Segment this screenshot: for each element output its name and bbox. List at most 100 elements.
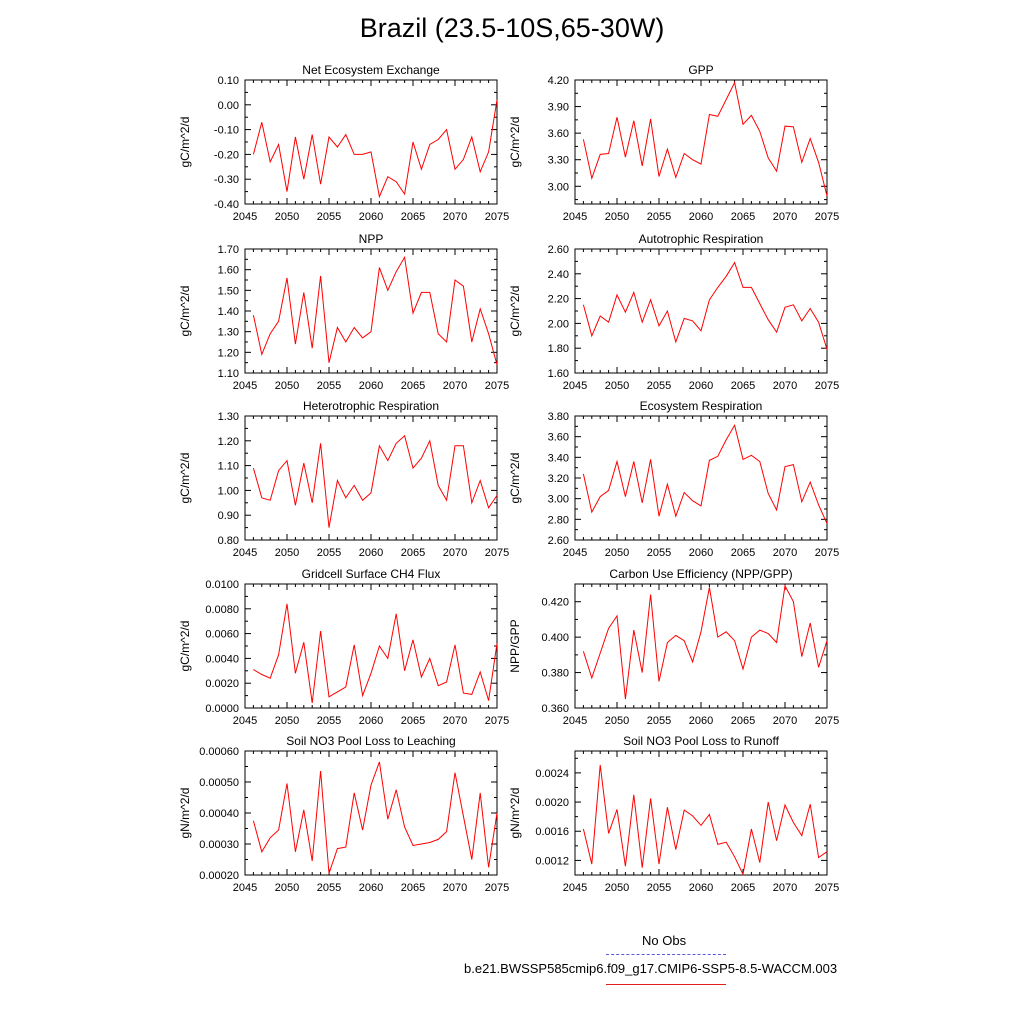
x-tick-label: 2045 [563, 211, 587, 223]
series-line [252, 761, 498, 874]
series-line [582, 81, 828, 197]
series-line [252, 99, 498, 199]
x-tick-label: 2075 [815, 211, 839, 223]
y-tick-label: 1.30 [218, 327, 239, 339]
y-tick-label: 1.00 [218, 485, 239, 497]
x-tick-label: 2075 [485, 547, 509, 559]
y-axis-label: gC/m^2/d [178, 286, 192, 337]
x-tick-label: 2070 [773, 380, 797, 392]
x-tick-label: 2050 [275, 547, 299, 559]
x-tick-label: 2045 [563, 715, 587, 727]
series-line [252, 255, 498, 365]
y-tick-label: 3.90 [548, 102, 569, 114]
x-tick-label: 2065 [731, 715, 755, 727]
y-tick-label: 0.0040 [205, 653, 239, 665]
panel-title: Ecosystem Respiration [640, 399, 763, 413]
x-tick-label: 2045 [563, 882, 587, 894]
y-tick-label: 0.0060 [205, 629, 239, 641]
y-tick-label: -0.10 [214, 125, 239, 137]
y-tick-label: 1.10 [218, 461, 239, 473]
chart-panel-10: Soil NO3 Pool Loss to Runoff gN/m^2/d 2045… [508, 734, 839, 894]
x-tick-label: 2045 [563, 547, 587, 559]
x-tick-label: 2055 [317, 715, 341, 727]
y-tick-label: 1.50 [218, 285, 239, 297]
page-title: Brazil (23.5-10S,65-30W) [359, 13, 665, 43]
panel-title: Carbon Use Efficiency (NPP/GPP) [609, 567, 792, 581]
y-tick-label: 0.0080 [205, 604, 239, 616]
y-axis-label: gN/m^2/d [178, 788, 192, 839]
y-tick-label: 0.00040 [199, 808, 239, 820]
chart-panel-6: Ecosystem Respiration gC/m^2/d 2045 2050 205… [508, 399, 839, 559]
panel-title: GPP [688, 63, 713, 77]
y-tick-label: 1.60 [218, 265, 239, 277]
y-tick-label: 0.0024 [535, 768, 569, 780]
chart-panel-4: Autotrophic Respiration gC/m^2/d 2045 2050 2… [508, 232, 839, 392]
x-tick-label: 2075 [485, 380, 509, 392]
series-line [253, 603, 498, 704]
y-tick-label: 1.60 [548, 368, 569, 380]
x-tick-label: 2045 [233, 547, 257, 559]
y-tick-label: 1.10 [218, 368, 239, 380]
y-axis-label: gC/m^2/d [178, 453, 192, 504]
y-tick-label: 0.10 [218, 75, 239, 87]
x-tick-label: 2055 [647, 211, 671, 223]
x-tick-label: 2070 [443, 715, 467, 727]
y-tick-label: 0.00060 [199, 746, 239, 758]
chart-panel-3: NPP gC/m^2/d 2045 2050 2055 2060 2065 2070 2075 1… [178, 232, 509, 392]
panel-title: Gridcell Surface CH4 Flux [302, 567, 441, 581]
plot-frame [244, 583, 498, 709]
y-tick-label: 3.20 [548, 473, 569, 485]
x-tick-label: 2050 [275, 715, 299, 727]
y-axis-label: gC/m^2/d [508, 453, 522, 504]
plot-frame [244, 248, 498, 374]
x-tick-label: 2055 [317, 882, 341, 894]
plot-frame [244, 750, 498, 876]
x-tick-label: 2050 [275, 380, 299, 392]
y-tick-label: 2.40 [548, 269, 569, 281]
x-tick-label: 2060 [689, 715, 713, 727]
x-tick-label: 2050 [605, 547, 629, 559]
x-tick-label: 2060 [689, 211, 713, 223]
y-tick-label: 2.80 [548, 514, 569, 526]
y-tick-label: 0.00020 [199, 870, 239, 882]
x-tick-label: 2060 [359, 882, 383, 894]
x-tick-label: 2065 [401, 211, 425, 223]
x-tick-label: 2060 [689, 547, 713, 559]
x-tick-label: 2075 [485, 715, 509, 727]
y-tick-label: 0.0000 [205, 703, 239, 715]
y-tick-label: 3.40 [548, 452, 569, 464]
plot-frame [574, 248, 828, 374]
x-tick-label: 2070 [443, 882, 467, 894]
x-tick-label: 2065 [401, 882, 425, 894]
y-tick-label: 0.00 [218, 100, 239, 112]
x-tick-label: 2070 [443, 380, 467, 392]
plot-frame [574, 415, 828, 541]
y-tick-label: -0.30 [214, 174, 239, 186]
y-tick-label: 4.20 [548, 75, 569, 87]
y-tick-label: 0.0100 [205, 579, 239, 591]
chart-panel-1: Net Ecosystem Exchange gC/m^2/d 2045 2050 20… [178, 63, 509, 223]
legend-model-line [606, 984, 726, 985]
y-tick-label: 0.0020 [205, 678, 239, 690]
y-axis-label: gC/m^2/d [178, 621, 192, 672]
x-tick-label: 2075 [815, 380, 839, 392]
y-tick-label: 0.00030 [199, 839, 239, 851]
x-tick-label: 2055 [647, 882, 671, 894]
x-tick-label: 2075 [815, 547, 839, 559]
x-tick-label: 2075 [485, 882, 509, 894]
x-tick-label: 2055 [317, 211, 341, 223]
y-axis-label: gN/m^2/d [508, 788, 522, 839]
y-tick-label: 1.70 [218, 244, 239, 256]
series-line [582, 584, 828, 700]
x-tick-label: 2070 [443, 547, 467, 559]
x-tick-label: 2060 [359, 715, 383, 727]
x-tick-label: 2060 [359, 380, 383, 392]
y-tick-label: 3.00 [548, 181, 569, 193]
x-tick-label: 2075 [815, 882, 839, 894]
y-tick-label: 0.80 [218, 535, 239, 547]
x-tick-label: 2070 [773, 211, 797, 223]
x-tick-label: 2055 [317, 547, 341, 559]
y-tick-label: 3.60 [548, 432, 569, 444]
x-tick-label: 2065 [731, 882, 755, 894]
